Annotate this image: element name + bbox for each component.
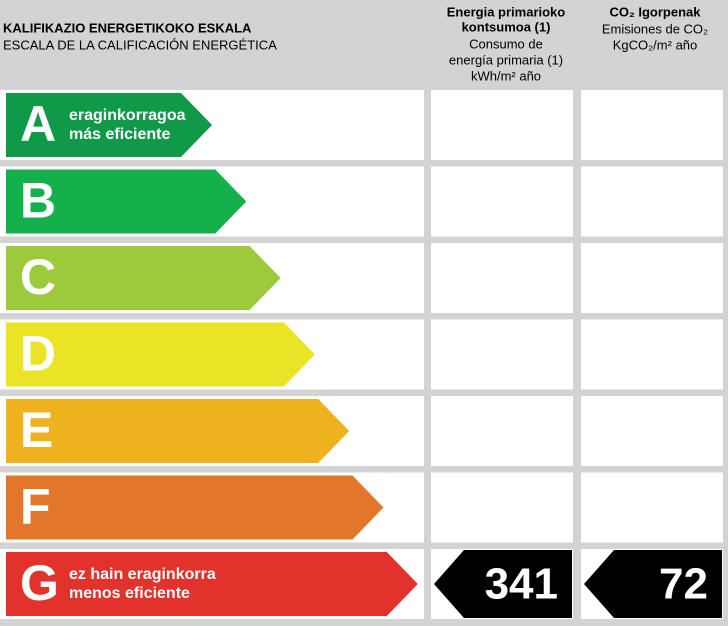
rating-letter: F: [20, 479, 51, 535]
column-header: KgCO₂/m² año: [613, 37, 698, 52]
cell: [431, 472, 573, 543]
value: 341: [485, 560, 558, 609]
rating-letter: E: [20, 402, 53, 458]
value-arrow: [434, 550, 572, 618]
cell: [431, 243, 573, 313]
column-header: Emisiones de CO₂: [602, 21, 708, 36]
column-header: Energia primarioko: [447, 4, 566, 19]
rating-label: ez hain eraginkorra: [69, 566, 216, 583]
rating-letter: B: [20, 173, 56, 229]
rating-arrow: [6, 322, 315, 387]
rating-arrow: [6, 246, 281, 310]
cell: [581, 319, 723, 390]
column-header: kontsumoa (1): [462, 19, 551, 34]
value: 72: [659, 560, 708, 609]
cell: [581, 472, 723, 543]
cell: [431, 396, 573, 466]
cell: [431, 90, 573, 160]
rating-letter: G: [20, 555, 59, 611]
subtitle: ESCALA DE LA CALIFICACIÓN ENERGÉTICA: [3, 37, 277, 52]
cell: [581, 90, 723, 160]
rating-letter: D: [20, 326, 56, 382]
cell: [581, 396, 723, 466]
rating-label: más eficiente: [69, 126, 170, 143]
rating-arrow: [6, 399, 350, 463]
column-header: Consumo de: [469, 36, 543, 51]
rating-arrow: [6, 169, 247, 234]
rating-arrow: [6, 93, 212, 157]
title: KALIFIKAZIO ENERGETIKOKO ESKALA: [3, 20, 252, 35]
cell: [431, 166, 573, 237]
column-header: CO₂ Igorpenak: [609, 4, 701, 19]
rating-letter: C: [20, 249, 56, 305]
rating-letter: A: [20, 96, 56, 152]
cell: [581, 166, 723, 237]
cell: [581, 243, 723, 313]
cell: [431, 319, 573, 390]
rating-arrow: [6, 475, 384, 540]
column-header: kWh/m² año: [471, 68, 541, 83]
column-header: energía primaria (1): [449, 52, 563, 67]
rating-arrow: [6, 552, 418, 616]
value-arrow: [584, 550, 722, 618]
rating-label: eraginkorragoa: [69, 107, 186, 124]
rating-label: menos eficiente: [69, 585, 190, 602]
